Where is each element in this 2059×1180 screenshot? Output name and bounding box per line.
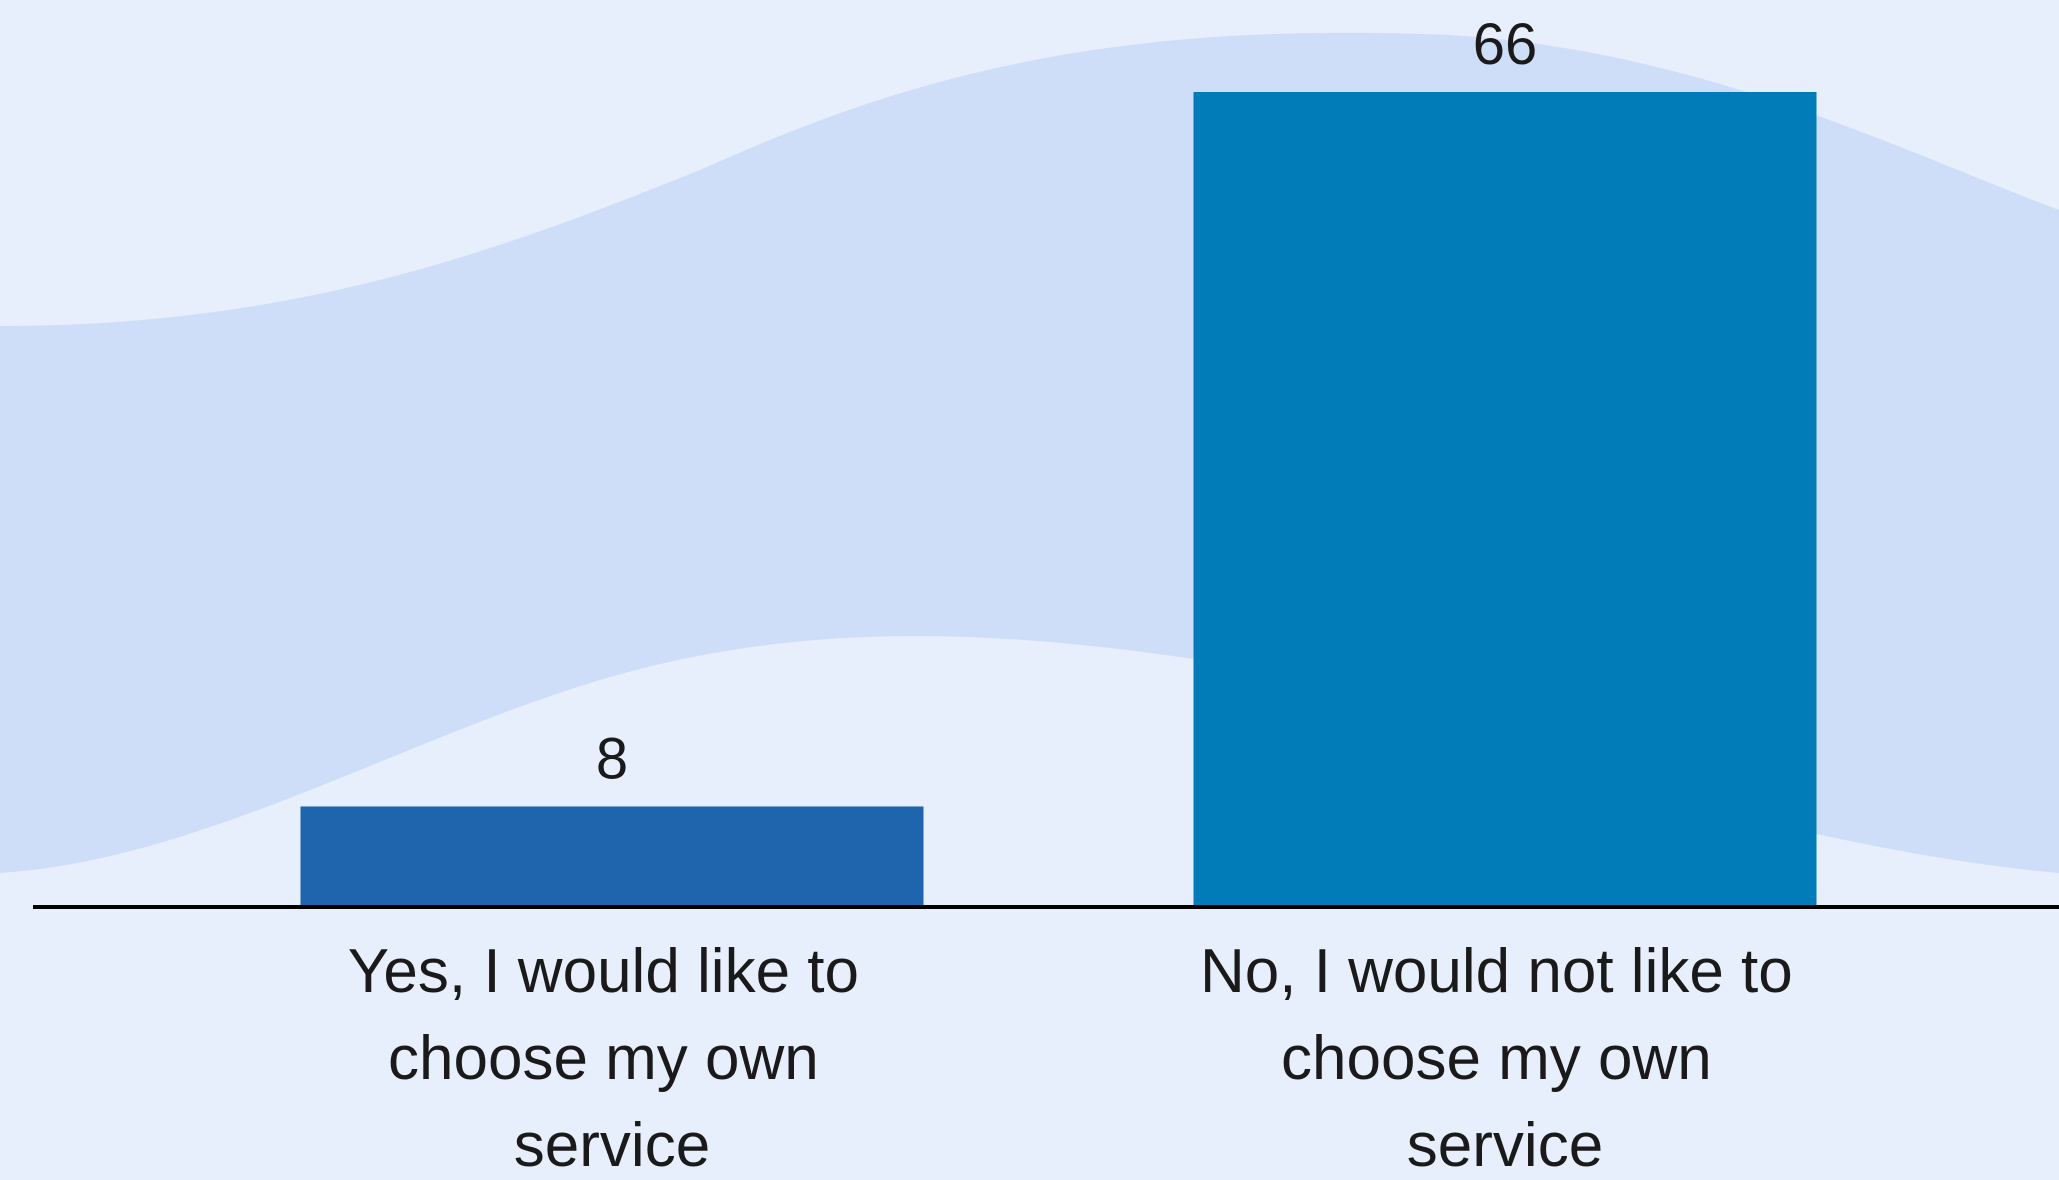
value-label: 8 [596,726,628,791]
x-tick-label: Yes, I would like to choose my own servi… [348,937,876,1180]
x-tick-label: No, I would not like to choose my own se… [1200,937,1810,1180]
plot-area [300,92,1817,905]
bar [1193,92,1817,905]
bar [300,806,924,905]
value-label: 66 [1473,12,1538,77]
